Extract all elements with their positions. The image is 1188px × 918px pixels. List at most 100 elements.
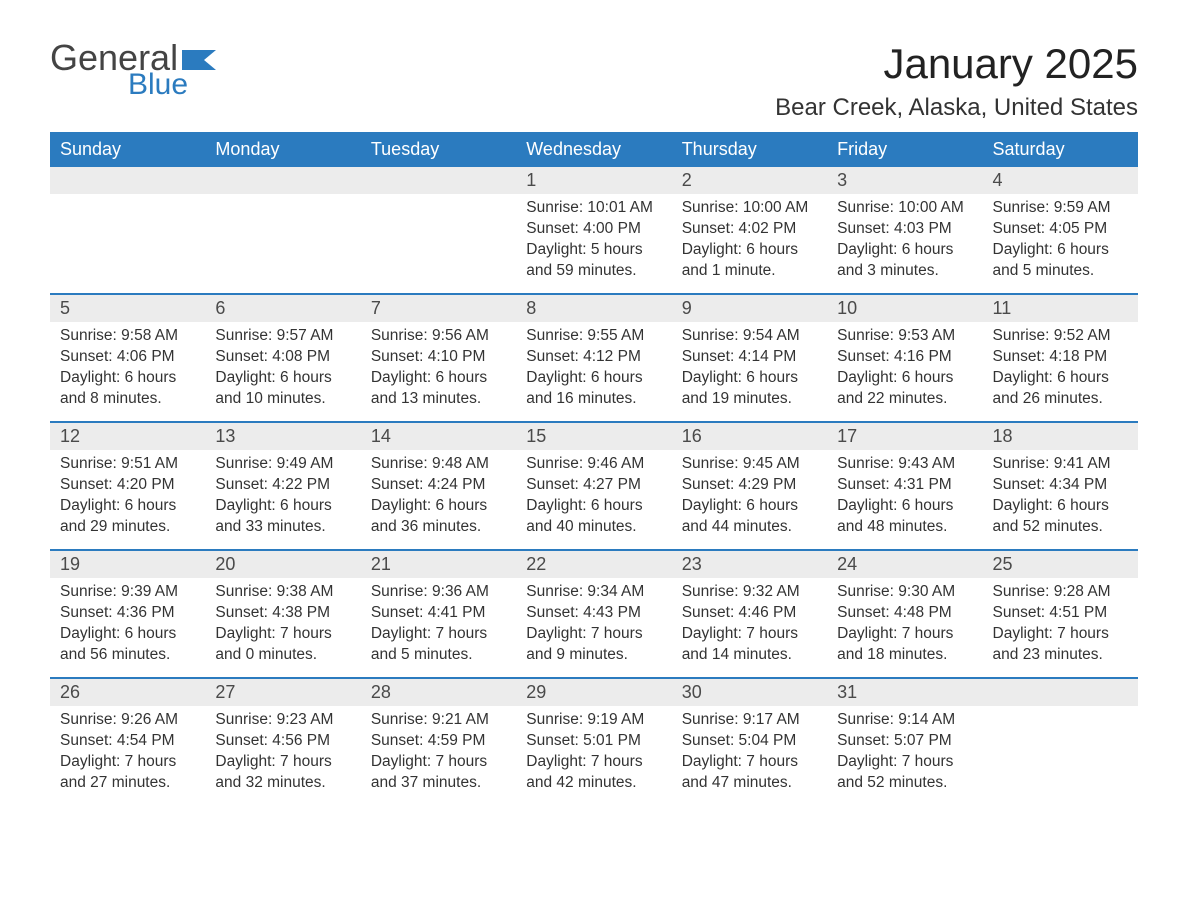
daylight-line2: and 37 minutes. — [371, 773, 506, 794]
daylight-line2: and 9 minutes. — [526, 645, 661, 666]
daylight-line2: and 8 minutes. — [60, 389, 195, 410]
sunset-text: Sunset: 4:29 PM — [682, 475, 817, 496]
sunset-text: Sunset: 4:48 PM — [837, 603, 972, 624]
header: General Blue January 2025 Bear Creek, Al… — [50, 40, 1138, 122]
day-cell: 25Sunrise: 9:28 AMSunset: 4:51 PMDayligh… — [983, 551, 1138, 677]
daylight-line1: Daylight: 7 hours — [682, 624, 817, 645]
day-details: Sunrise: 9:53 AMSunset: 4:16 PMDaylight:… — [827, 322, 982, 410]
day-number: 6 — [205, 295, 360, 322]
weekday-sunday: Sunday — [50, 132, 205, 167]
sunrise-text: Sunrise: 9:34 AM — [526, 582, 661, 603]
day-number: 7 — [361, 295, 516, 322]
daylight-line2: and 5 minutes. — [371, 645, 506, 666]
sunset-text: Sunset: 4:41 PM — [371, 603, 506, 624]
day-details: Sunrise: 9:46 AMSunset: 4:27 PMDaylight:… — [516, 450, 671, 538]
daylight-line2: and 40 minutes. — [526, 517, 661, 538]
day-number: 26 — [50, 679, 205, 706]
sunrise-text: Sunrise: 9:45 AM — [682, 454, 817, 475]
week-row: 26Sunrise: 9:26 AMSunset: 4:54 PMDayligh… — [50, 677, 1138, 805]
day-details: Sunrise: 10:01 AMSunset: 4:00 PMDaylight… — [516, 194, 671, 282]
sunset-text: Sunset: 4:59 PM — [371, 731, 506, 752]
calendar-table: SundayMondayTuesdayWednesdayThursdayFrid… — [50, 132, 1138, 805]
day-cell: 29Sunrise: 9:19 AMSunset: 5:01 PMDayligh… — [516, 679, 671, 805]
sunset-text: Sunset: 4:08 PM — [215, 347, 350, 368]
day-details: Sunrise: 9:45 AMSunset: 4:29 PMDaylight:… — [672, 450, 827, 538]
day-number: 10 — [827, 295, 982, 322]
daylight-line1: Daylight: 6 hours — [526, 496, 661, 517]
week-row: 1Sunrise: 10:01 AMSunset: 4:00 PMDayligh… — [50, 167, 1138, 293]
sunset-text: Sunset: 4:00 PM — [526, 219, 661, 240]
sunset-text: Sunset: 4:34 PM — [993, 475, 1128, 496]
day-details: Sunrise: 9:58 AMSunset: 4:06 PMDaylight:… — [50, 322, 205, 410]
daylight-line2: and 3 minutes. — [837, 261, 972, 282]
day-details: Sunrise: 9:26 AMSunset: 4:54 PMDaylight:… — [50, 706, 205, 794]
sunset-text: Sunset: 4:56 PM — [215, 731, 350, 752]
day-details: Sunrise: 9:59 AMSunset: 4:05 PMDaylight:… — [983, 194, 1138, 282]
daylight-line2: and 44 minutes. — [682, 517, 817, 538]
day-cell: 20Sunrise: 9:38 AMSunset: 4:38 PMDayligh… — [205, 551, 360, 677]
day-details: Sunrise: 9:38 AMSunset: 4:38 PMDaylight:… — [205, 578, 360, 666]
daylight-line2: and 52 minutes. — [993, 517, 1128, 538]
day-number: 19 — [50, 551, 205, 578]
day-cell: 21Sunrise: 9:36 AMSunset: 4:41 PMDayligh… — [361, 551, 516, 677]
day-cell: 4Sunrise: 9:59 AMSunset: 4:05 PMDaylight… — [983, 167, 1138, 293]
day-number: 8 — [516, 295, 671, 322]
sunrise-text: Sunrise: 9:28 AM — [993, 582, 1128, 603]
day-number: 20 — [205, 551, 360, 578]
sunset-text: Sunset: 4:05 PM — [993, 219, 1128, 240]
sunset-text: Sunset: 4:46 PM — [682, 603, 817, 624]
day-number: 15 — [516, 423, 671, 450]
day-details: Sunrise: 9:39 AMSunset: 4:36 PMDaylight:… — [50, 578, 205, 666]
daylight-line2: and 10 minutes. — [215, 389, 350, 410]
daylight-line2: and 27 minutes. — [60, 773, 195, 794]
weekday-thursday: Thursday — [672, 132, 827, 167]
sunset-text: Sunset: 4:12 PM — [526, 347, 661, 368]
sunset-text: Sunset: 4:24 PM — [371, 475, 506, 496]
sunrise-text: Sunrise: 9:19 AM — [526, 710, 661, 731]
day-cell: 10Sunrise: 9:53 AMSunset: 4:16 PMDayligh… — [827, 295, 982, 421]
week-row: 19Sunrise: 9:39 AMSunset: 4:36 PMDayligh… — [50, 549, 1138, 677]
day-cell: 2Sunrise: 10:00 AMSunset: 4:02 PMDayligh… — [672, 167, 827, 293]
day-number: 29 — [516, 679, 671, 706]
week-row: 5Sunrise: 9:58 AMSunset: 4:06 PMDaylight… — [50, 293, 1138, 421]
sunrise-text: Sunrise: 9:48 AM — [371, 454, 506, 475]
daylight-line1: Daylight: 7 hours — [371, 624, 506, 645]
day-number: 3 — [827, 167, 982, 194]
daylight-line1: Daylight: 7 hours — [837, 752, 972, 773]
daylight-line1: Daylight: 7 hours — [682, 752, 817, 773]
day-cell: 7Sunrise: 9:56 AMSunset: 4:10 PMDaylight… — [361, 295, 516, 421]
sunrise-text: Sunrise: 9:56 AM — [371, 326, 506, 347]
day-cell: 27Sunrise: 9:23 AMSunset: 4:56 PMDayligh… — [205, 679, 360, 805]
daylight-line2: and 32 minutes. — [215, 773, 350, 794]
day-number: 23 — [672, 551, 827, 578]
sunset-text: Sunset: 4:14 PM — [682, 347, 817, 368]
day-cell: 11Sunrise: 9:52 AMSunset: 4:18 PMDayligh… — [983, 295, 1138, 421]
day-number: 12 — [50, 423, 205, 450]
day-cell: 18Sunrise: 9:41 AMSunset: 4:34 PMDayligh… — [983, 423, 1138, 549]
day-cell: 13Sunrise: 9:49 AMSunset: 4:22 PMDayligh… — [205, 423, 360, 549]
daylight-line2: and 48 minutes. — [837, 517, 972, 538]
sunrise-text: Sunrise: 9:26 AM — [60, 710, 195, 731]
sunset-text: Sunset: 4:38 PM — [215, 603, 350, 624]
weekday-monday: Monday — [205, 132, 360, 167]
daylight-line2: and 33 minutes. — [215, 517, 350, 538]
daylight-line2: and 13 minutes. — [371, 389, 506, 410]
day-details: Sunrise: 9:34 AMSunset: 4:43 PMDaylight:… — [516, 578, 671, 666]
day-cell: 5Sunrise: 9:58 AMSunset: 4:06 PMDaylight… — [50, 295, 205, 421]
day-details: Sunrise: 9:56 AMSunset: 4:10 PMDaylight:… — [361, 322, 516, 410]
sunset-text: Sunset: 4:27 PM — [526, 475, 661, 496]
daylight-line1: Daylight: 6 hours — [682, 368, 817, 389]
sunrise-text: Sunrise: 10:00 AM — [837, 198, 972, 219]
day-number: 18 — [983, 423, 1138, 450]
daylight-line1: Daylight: 7 hours — [993, 624, 1128, 645]
day-cell — [50, 167, 205, 293]
day-cell: 14Sunrise: 9:48 AMSunset: 4:24 PMDayligh… — [361, 423, 516, 549]
location-subtitle: Bear Creek, Alaska, United States — [775, 94, 1138, 122]
sunrise-text: Sunrise: 9:38 AM — [215, 582, 350, 603]
day-details: Sunrise: 9:32 AMSunset: 4:46 PMDaylight:… — [672, 578, 827, 666]
daylight-line1: Daylight: 6 hours — [682, 240, 817, 261]
day-cell — [983, 679, 1138, 805]
day-cell: 15Sunrise: 9:46 AMSunset: 4:27 PMDayligh… — [516, 423, 671, 549]
sunrise-text: Sunrise: 9:52 AM — [993, 326, 1128, 347]
day-details: Sunrise: 9:14 AMSunset: 5:07 PMDaylight:… — [827, 706, 982, 794]
